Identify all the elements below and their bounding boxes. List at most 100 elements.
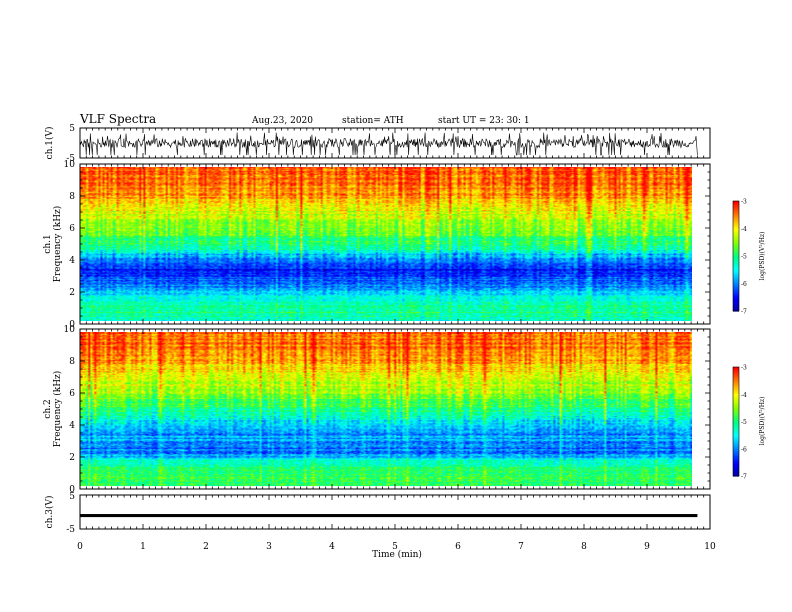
ch3-ytick-label: -5 <box>66 525 75 535</box>
colorbar-swatch <box>733 201 739 204</box>
colorbar-swatch <box>733 374 739 377</box>
station-label: station= ATH <box>342 116 404 126</box>
colorbar-swatch <box>733 267 739 270</box>
colorbar-swatch <box>733 202 739 206</box>
colorbar-swatch <box>733 252 739 255</box>
colorbar-swatch <box>733 283 739 286</box>
colorbar-tick-label: -7 <box>741 309 747 316</box>
colorbar-swatch <box>733 234 739 237</box>
freq-ytick-label: 10 <box>64 325 76 335</box>
colorbar-swatch <box>733 434 739 437</box>
colorbar-swatch <box>733 421 739 424</box>
colorbar-swatch <box>733 261 739 264</box>
colorbar-swatch <box>733 463 739 466</box>
colorbar-swatch <box>733 385 739 388</box>
colorbar-swatch <box>733 430 739 433</box>
ch3-waveform-frame <box>79 494 711 530</box>
ch1-colorbar-label: log(PSD)(V²/Hz) <box>759 232 766 281</box>
colorbar-swatch <box>733 287 739 290</box>
colorbar-swatch <box>733 397 739 401</box>
colorbar-swatch <box>733 370 739 374</box>
colorbar-swatch <box>733 448 739 452</box>
x-tick-label: 5 <box>392 542 398 552</box>
colorbar-swatch <box>733 246 739 250</box>
colorbar-swatch <box>733 256 739 259</box>
colorbar-swatch <box>733 292 739 296</box>
colorbar-swatch <box>733 235 739 239</box>
colorbar-swatch <box>733 470 739 473</box>
colorbar-swatch <box>733 474 739 477</box>
colorbar-swatch <box>733 223 739 226</box>
colorbar-swatch <box>733 417 739 421</box>
colorbar-frame <box>732 200 740 312</box>
ch1-frequency-ylabel: Frequency (kHz) <box>52 206 63 283</box>
colorbar-swatch <box>733 403 739 406</box>
colorbar-swatch <box>733 272 739 275</box>
colorbar-swatch <box>733 215 739 219</box>
ch2-channel-label: ch.2 <box>43 399 53 418</box>
colorbar-swatch <box>733 446 739 450</box>
ch2-frequency-ylabel: Frequency (kHz) <box>52 371 63 448</box>
colorbar-swatch <box>733 408 739 412</box>
colorbar-swatch <box>733 250 739 253</box>
colorbar-swatch <box>733 423 739 426</box>
colorbar-swatch <box>733 443 739 446</box>
colorbar-swatch <box>733 217 739 220</box>
colorbar-swatch <box>733 454 739 457</box>
ch1-waveform-ylabel: ch.1(V) <box>44 127 55 160</box>
axis-ticks <box>79 128 711 529</box>
colorbar-swatch <box>733 243 739 246</box>
colorbar-swatch <box>733 241 739 244</box>
colorbar-swatch <box>733 278 739 281</box>
colorbar-swatch <box>733 437 739 441</box>
colorbar-swatch <box>733 432 739 435</box>
colorbar-tick-label: -6 <box>741 446 747 453</box>
colorbar-swatch <box>733 465 739 468</box>
colorbar-swatch <box>733 307 739 310</box>
colorbar-swatch <box>733 294 739 297</box>
colorbar-swatch <box>733 210 739 213</box>
colorbar-swatch <box>733 208 739 211</box>
colorbar-swatch <box>733 290 739 294</box>
colorbar-swatch <box>733 426 739 430</box>
freq-ytick-label: 10 <box>64 160 76 170</box>
colorbar-frame <box>732 366 740 477</box>
colorbar-tick-label: -4 <box>741 226 747 233</box>
colorbar-swatch <box>733 466 739 470</box>
colorbar-swatch <box>733 416 739 419</box>
ch1-waveform-trace <box>79 132 698 156</box>
ch1-colorbar: -3 -4 -5 -6 -7 <box>732 199 747 316</box>
freq-ytick-label: 0 <box>69 485 75 495</box>
colorbar-swatch <box>733 259 739 263</box>
colorbar-swatch <box>733 309 739 312</box>
colorbar-swatch <box>733 412 739 415</box>
colorbar-tick-label: -5 <box>741 254 747 261</box>
ch1-ytick-label: 5 <box>69 124 75 134</box>
freq-ytick-label: 2 <box>69 288 75 298</box>
x-tick-label: 0 <box>77 542 83 552</box>
freq-ytick-label: 2 <box>69 453 75 463</box>
x-tick-label: 1 <box>140 542 146 552</box>
colorbar-swatch <box>733 390 739 394</box>
ch1-channel-label: ch.1 <box>43 234 53 253</box>
colorbar-swatch <box>733 367 739 370</box>
colorbar-swatch <box>733 305 739 308</box>
x-tick-label: 2 <box>203 542 209 552</box>
ch2-colorbar-label: log(PSD)(V²/Hz) <box>759 397 766 446</box>
colorbar-tick-label: -7 <box>741 474 747 481</box>
colorbar-swatch <box>733 224 739 228</box>
colorbar-swatch <box>733 296 739 299</box>
colorbar-swatch <box>733 270 739 274</box>
x-tick-label: 7 <box>518 542 524 552</box>
colorbar-swatch <box>733 439 739 443</box>
ch2-spectrogram-image <box>80 332 692 486</box>
colorbar-swatch <box>733 239 739 242</box>
colorbar-swatch <box>733 414 739 417</box>
colorbar-swatch <box>733 450 739 453</box>
x-tick-label: 6 <box>455 542 461 552</box>
freq-ytick-label: 6 <box>69 389 75 399</box>
colorbar-swatch <box>733 386 739 390</box>
colorbar-swatch <box>733 212 739 215</box>
colorbar-swatch <box>733 285 739 288</box>
